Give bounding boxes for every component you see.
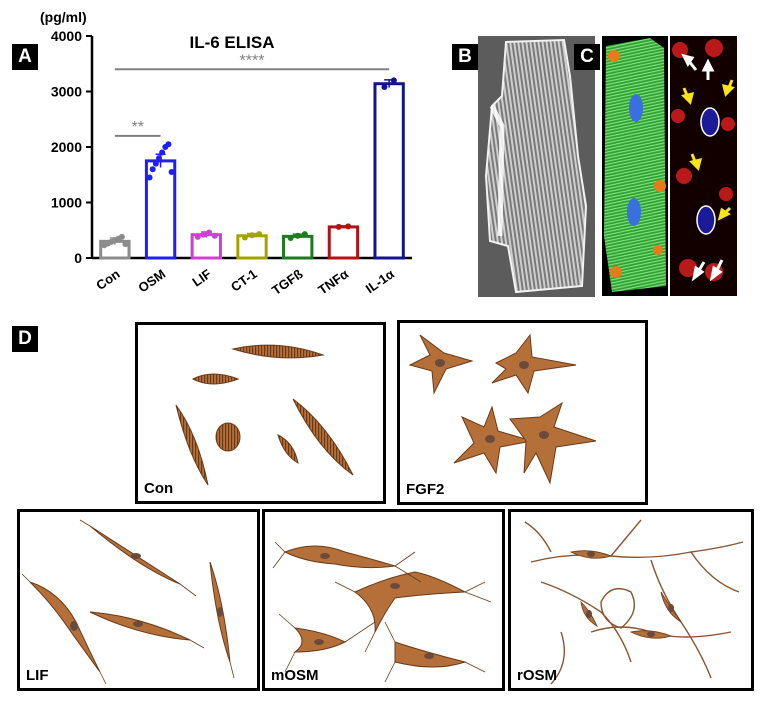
data-point <box>168 168 175 175</box>
data-point <box>194 233 201 240</box>
data-point <box>345 223 352 230</box>
y-tick-label: 0 <box>74 250 82 266</box>
x-tick-label: LIF <box>189 266 214 290</box>
data-point <box>301 231 308 238</box>
data-point <box>122 241 129 248</box>
panel-letter-d: D <box>12 326 38 352</box>
data-point <box>390 77 397 84</box>
data-point <box>118 233 125 240</box>
panel-letter-c: C <box>574 44 600 70</box>
panel-letter-b: B <box>452 44 478 70</box>
chart-title: IL-6 ELISA <box>189 33 274 52</box>
data-point <box>249 232 255 239</box>
bar <box>327 225 360 260</box>
data-point <box>155 155 162 162</box>
data-point <box>165 141 172 148</box>
white-arrow-icon <box>681 53 724 282</box>
bar <box>373 82 405 260</box>
data-point <box>294 232 301 239</box>
x-tick-label: TNFα <box>315 266 351 297</box>
data-point <box>146 174 153 181</box>
cell-box-label-mosm: mOSM <box>271 667 319 684</box>
data-point <box>211 232 218 239</box>
bar <box>282 234 314 260</box>
cardiomyocyte-red-stain <box>670 36 737 296</box>
cell-box-mosm: mOSM <box>262 509 505 691</box>
bar <box>236 234 268 260</box>
cell-box-fgf2: FGF2 <box>397 320 648 505</box>
y-tick-label: 1000 <box>51 195 82 211</box>
y-axis-label: (pg/ml) <box>40 9 87 25</box>
data-point <box>241 234 248 241</box>
y-tick-label: 2000 <box>51 139 82 155</box>
data-point <box>381 84 388 91</box>
data-point <box>256 231 263 238</box>
cell-box-label-rosm: rOSM <box>517 667 558 684</box>
cell-box-label-fgf2: FGF2 <box>406 481 445 498</box>
significance-label: ** <box>131 119 143 136</box>
data-point <box>159 149 166 156</box>
cell-box-rosm: rOSM <box>508 509 754 691</box>
data-point <box>206 229 213 236</box>
y-tick-label: 3000 <box>51 84 82 100</box>
x-tick-label: IL-1α <box>363 266 397 296</box>
cell-box-label-con: Con <box>144 480 174 497</box>
data-point <box>335 223 342 230</box>
y-tick-label: 4000 <box>51 28 82 44</box>
cardiomyocyte-phase-image <box>478 36 595 297</box>
cell-box-con: Con <box>135 322 386 504</box>
cardiomyocyte-green-stain <box>602 36 668 296</box>
data-point <box>200 231 207 238</box>
panel-letter-a: A <box>12 44 38 70</box>
x-tick-label: OSM <box>135 266 168 295</box>
x-tick-label: TGFß <box>269 266 305 298</box>
cell-box-lif: LIF <box>17 509 260 691</box>
il6-bar-chart: 0 1000 2000 3000 4000 (pg/ml) IL-6 ELISA Con OSM… <box>40 9 412 298</box>
x-tick-label: Con <box>93 266 122 293</box>
significance-label: **** <box>240 52 265 69</box>
data-point <box>149 166 156 173</box>
data-point <box>152 160 159 167</box>
data-point <box>287 235 294 242</box>
cell-box-label-lif: LIF <box>26 667 49 684</box>
x-tick-label: CT-1 <box>228 266 260 294</box>
yellow-arrow-icon <box>681 79 735 221</box>
